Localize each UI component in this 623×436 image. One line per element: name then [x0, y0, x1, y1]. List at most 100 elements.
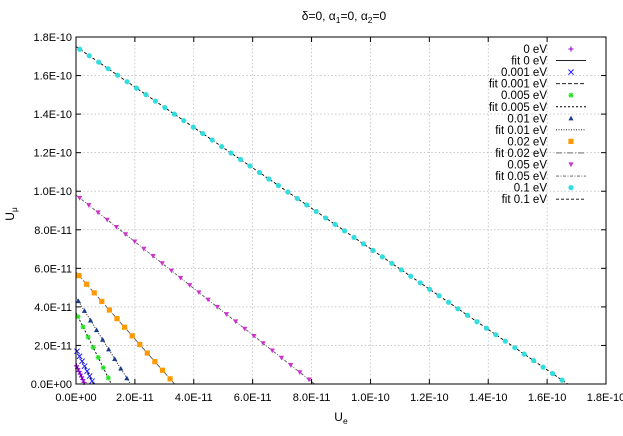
- data-point: [95, 210, 101, 216]
- legend-label-0-eV: 0 eV: [523, 44, 547, 56]
- data-point: [398, 267, 404, 273]
- data-point: [540, 364, 546, 370]
- series-0-eV: [73, 363, 87, 385]
- y-axis-title: Uμ: [3, 207, 19, 221]
- data-point: [464, 312, 471, 318]
- data-point: [77, 195, 83, 201]
- data-point: [79, 358, 86, 365]
- legend-label-0-005-eV: 0.005 eV: [501, 90, 547, 102]
- data-point: [190, 124, 196, 130]
- legend-label-fit-0-01-eV: fit 0.01 eV: [495, 125, 547, 137]
- data-point: [294, 195, 300, 202]
- data-point: [304, 202, 310, 208]
- data-point: [521, 351, 527, 357]
- series-0-001-eV: [74, 348, 96, 385]
- data-point: [96, 59, 102, 65]
- data-point: [502, 338, 508, 344]
- data-point: [144, 350, 150, 356]
- data-point: [159, 261, 165, 266]
- x-tick-label: 1.2E-10: [410, 392, 449, 404]
- data-point: [104, 217, 110, 223]
- data-point: [129, 333, 135, 339]
- data-point: [115, 72, 121, 78]
- x-tick-label: 2.0E-11: [116, 392, 154, 404]
- data-point: [200, 130, 206, 137]
- y-tick-label: 1.6E-10: [33, 71, 72, 83]
- data-point: [118, 365, 124, 371]
- y-tick-label: 2.0E-11: [34, 340, 72, 352]
- data-point: [84, 281, 90, 287]
- x-tick-label: 1.4E-10: [469, 392, 508, 404]
- data-point: [251, 333, 257, 339]
- data-point: [159, 367, 166, 373]
- data-point: [75, 314, 81, 320]
- data-point: [141, 246, 147, 252]
- data-point: [76, 353, 83, 360]
- legend-label-fit-0-eV: fit 0 eV: [511, 56, 547, 68]
- data-point: [323, 215, 329, 221]
- data-point: [106, 346, 112, 352]
- series-0-05-eV: [75, 194, 315, 385]
- data-point: [93, 327, 100, 333]
- x-tick-label: 4.0E-11: [175, 392, 213, 404]
- series-0-005-eV: [75, 312, 112, 385]
- data-point: [112, 356, 118, 362]
- data-point: [122, 232, 129, 237]
- grid: [76, 37, 606, 384]
- data-point: [512, 345, 518, 351]
- data-point: [133, 85, 140, 91]
- data-point: [76, 273, 82, 279]
- data-point: [87, 317, 94, 323]
- legend-marker-0-001-eV: [568, 69, 574, 76]
- data-point: [74, 348, 80, 355]
- legend-label-fit-0-02-eV: fit 0.02 eV: [495, 148, 547, 160]
- legend-label-0-05-eV: 0.05 eV: [507, 160, 547, 172]
- data-point: [100, 337, 106, 342]
- data-point: [99, 298, 105, 305]
- data-point: [285, 189, 291, 195]
- data-point: [77, 371, 83, 377]
- data-point: [408, 273, 414, 279]
- data-point: [559, 377, 565, 383]
- data-point: [124, 375, 130, 381]
- data-point: [181, 117, 187, 124]
- legend-label-fit-0-1-eV: fit 0.1 eV: [502, 194, 548, 206]
- data-point: [95, 354, 101, 361]
- data-point: [137, 341, 143, 348]
- fit-line-0-05-eV: [75, 194, 315, 385]
- data-point: [214, 304, 220, 310]
- data-point: [266, 176, 272, 182]
- data-point: [370, 247, 376, 253]
- data-point: [86, 53, 92, 59]
- data-point: [80, 324, 86, 330]
- data-point: [132, 239, 138, 245]
- data-point: [223, 312, 230, 317]
- data-point: [86, 203, 92, 208]
- data-point: [445, 299, 452, 305]
- data-point: [379, 254, 385, 260]
- data-point: [171, 111, 177, 117]
- data-point: [89, 378, 96, 384]
- data-point: [81, 363, 88, 370]
- data-point: [531, 358, 537, 364]
- data-point: [417, 280, 423, 286]
- data-point: [196, 290, 202, 296]
- data-point: [269, 348, 275, 354]
- data-point: [168, 268, 174, 274]
- data-point: [233, 319, 239, 325]
- data-point: [80, 376, 86, 383]
- data-point: [351, 234, 357, 240]
- y-tick-label: 1.2E-10: [33, 148, 72, 160]
- legend-marker-0-1-eV: [568, 185, 574, 191]
- axis-ticks: 0.0E+00 2.0E-11 4.0E-11 6.0E-11 8.0E-11 1.0E-…: [31, 32, 623, 404]
- data-point: [389, 260, 395, 266]
- data-point: [247, 163, 253, 169]
- data-point: [73, 363, 80, 369]
- data-point: [121, 324, 128, 330]
- data-point: [474, 319, 480, 325]
- data-point: [256, 169, 263, 176]
- data-point: [152, 98, 159, 104]
- legend-label-0-01-eV: 0.01 eV: [507, 113, 547, 125]
- y-tick-label: 1.4E-10: [33, 109, 72, 121]
